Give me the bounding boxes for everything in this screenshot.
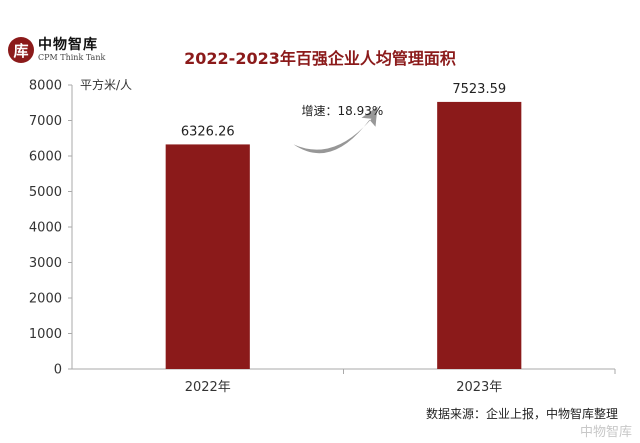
growth-arrow	[293, 106, 378, 154]
logo-mark: 库	[8, 37, 34, 63]
x-tick-label: 2023年	[456, 380, 502, 395]
watermark: 中物智库	[579, 425, 632, 440]
logo: 库 中物智库 CPM Think Tank	[8, 37, 105, 63]
y-tick-label: 1000	[29, 327, 62, 342]
chart-title: 2022-2023年百强企业人均管理面积	[184, 49, 456, 68]
logo-en-text: CPM Think Tank	[38, 53, 106, 62]
y-tick-label: 6000	[29, 150, 62, 165]
growth-annotation: 增速：18.93%	[302, 104, 384, 118]
logo-cn-text: 中物智库	[38, 37, 98, 53]
y-tick-label: 0	[54, 363, 62, 378]
y-tick-label: 4000	[29, 221, 62, 236]
logo-text: 中物智库 CPM Think Tank	[38, 38, 105, 62]
y-tick-label: 3000	[29, 256, 62, 271]
x-tick-label: 2022年	[185, 380, 231, 395]
source-note: 数据来源：企业上报，中物智库整理	[425, 407, 618, 421]
y-tick-label: 5000	[29, 185, 62, 200]
y-axis-label: 平方米/人	[80, 77, 132, 92]
y-tick-label: 2000	[29, 292, 62, 307]
y-tick-label: 8000	[29, 79, 62, 94]
y-tick-label: 7000	[29, 114, 62, 129]
bar-2022年	[165, 144, 250, 369]
bar-value-label: 6326.26	[181, 124, 235, 139]
bar-value-label: 7523.59	[452, 82, 506, 97]
bar-2023年	[437, 101, 522, 370]
